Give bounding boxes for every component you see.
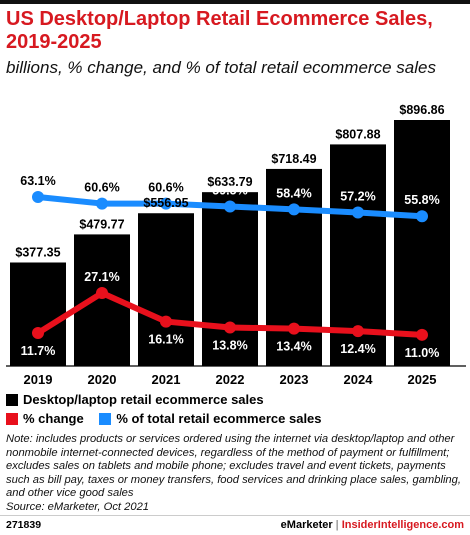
brand-footer: eMarketer | InsiderIntelligence.com [281, 519, 464, 531]
legend-swatch-red [6, 413, 18, 425]
change-label-2019: 11.7% [21, 344, 56, 358]
x-tick-2025: 2025 [408, 372, 437, 387]
share-point-2023 [288, 203, 300, 216]
share-point-2024 [352, 206, 364, 219]
chart-id: 271839 [6, 519, 42, 531]
bar-label-2023: $718.49 [271, 152, 316, 166]
chart-notes: Note: includes products or services orde… [6, 433, 468, 515]
change-point-2022 [224, 321, 236, 334]
bar-label-2024: $807.88 [335, 127, 380, 141]
top-rule [0, 0, 470, 4]
note-text: Note: includes products or services orde… [6, 433, 461, 500]
bar-2022 [202, 192, 258, 366]
change-label-2021: 16.1% [148, 333, 183, 347]
share-label-2025: 55.8% [404, 193, 439, 207]
legend-row-2: % change % of total retail ecommerce sal… [6, 411, 334, 426]
change-label-2024: 12.4% [340, 342, 375, 356]
share-label-2022: 59.5% [212, 183, 247, 197]
x-tick-2024: 2024 [344, 372, 374, 387]
change-point-2024 [352, 325, 364, 338]
bar-2021 [138, 213, 194, 366]
x-tick-2019: 2019 [24, 372, 53, 387]
brand-emarketer: eMarketer [280, 519, 333, 531]
change-point-2023 [288, 322, 300, 335]
bar-label-2019: $377.35 [15, 245, 60, 259]
share-point-2019 [32, 191, 44, 203]
change-label-2022: 13.8% [212, 339, 247, 353]
share-point-2021 [160, 197, 172, 210]
legend-item-change: % change [6, 411, 87, 426]
x-tick-2020: 2020 [88, 372, 117, 387]
share-label-2019: 63.1% [20, 174, 55, 188]
share-label-2023: 58.4% [276, 186, 311, 200]
legend-swatch-blue [99, 413, 112, 425]
legend-label-change: % change [23, 411, 84, 426]
share-label-2020: 60.6% [84, 181, 119, 195]
labels-layer: $377.35 2019 $479.77 2020 $556.95 2021 $633.79… [15, 103, 444, 387]
bar-2019 [10, 262, 66, 366]
lines-layer [32, 191, 428, 341]
x-tick-2023: 2023 [280, 372, 309, 387]
legend-label-sales: Desktop/laptop retail ecommerce sales [23, 392, 264, 407]
share-point-2022 [224, 200, 236, 213]
change-point-2021 [160, 315, 172, 328]
bar-label-2021: $556.95 [143, 196, 188, 210]
x-tick-2022: 2022 [216, 372, 245, 387]
x-tick-2021: 2021 [152, 372, 181, 387]
brand-insider-intelligence: InsiderIntelligence.com [341, 519, 464, 531]
share-label-2021: 60.6% [148, 181, 183, 195]
chart-plot: $377.35 2019 $479.77 2020 $556.95 2021 $633.79… [6, 103, 466, 387]
source-text: Source: eMarketer, Oct 2021 [6, 500, 150, 513]
chart-title: US Desktop/Laptop Retail Ecommerce Sales… [6, 8, 433, 53]
share-label-2024: 57.2% [340, 190, 375, 204]
legend-item-share: % of total retail ecommerce sales [99, 411, 322, 426]
share-point-2025 [416, 210, 428, 223]
share-point-2020 [96, 197, 108, 210]
bar-label-2020: $479.77 [79, 217, 124, 231]
bar-2025 [394, 120, 450, 366]
change-point-2025 [416, 328, 428, 341]
change-point-2020 [96, 287, 108, 299]
legend-swatch-black [6, 394, 18, 406]
bar-label-2022: $633.79 [207, 175, 252, 189]
legend-item-sales: Desktop/laptop retail ecommerce sales [6, 392, 264, 407]
change-label-2025: 11.0% [405, 346, 440, 360]
footer-divider [0, 515, 470, 516]
change-label-2020: 27.1% [84, 270, 119, 284]
brand-separator: | [335, 519, 339, 531]
legend-label-share: % of total retail ecommerce sales [116, 411, 322, 426]
bar-label-2025: $896.86 [399, 103, 444, 117]
bars-layer [10, 120, 450, 366]
change-point-2019 [32, 327, 44, 339]
chart-subtitle: billions, % change, and % of total retai… [6, 58, 436, 77]
change-label-2023: 13.4% [276, 340, 311, 354]
legend: Desktop/laptop retail ecommerce sales [6, 392, 276, 407]
